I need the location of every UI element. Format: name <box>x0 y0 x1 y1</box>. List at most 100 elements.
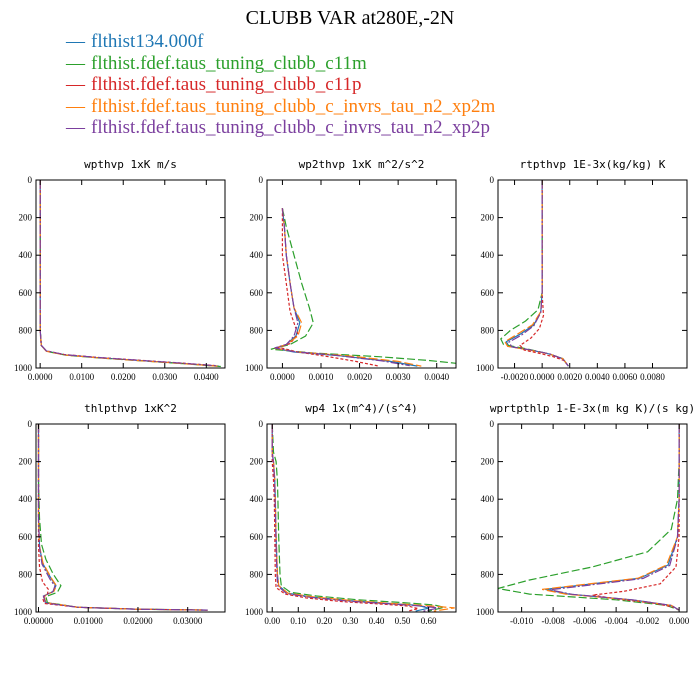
y-tick-label: 600 <box>19 288 33 298</box>
x-tick-label: 0.20 <box>316 616 332 626</box>
series-line <box>519 180 569 367</box>
y-tick-label: 600 <box>481 288 495 298</box>
x-tick-label: 0.30 <box>343 616 359 626</box>
series-line <box>508 180 569 367</box>
legend: — flthist134.000f — flthist.fdef.taus_tuni… <box>66 31 495 139</box>
plot-frame <box>266 423 457 613</box>
y-tick-label: 0 <box>28 175 33 185</box>
x-tick-label: -0.004 <box>605 616 629 626</box>
series-line <box>274 208 410 367</box>
y-tick-label: 600 <box>481 532 495 542</box>
y-tick-label: 200 <box>250 457 264 467</box>
y-tick-label: 0 <box>490 175 495 185</box>
x-tick-label: 0.0100 <box>69 372 94 382</box>
series-line <box>274 208 422 367</box>
series-line <box>37 424 208 611</box>
x-tick-label: 0.00000 <box>24 616 54 626</box>
y-tick-label: 400 <box>19 494 33 504</box>
x-tick-label: 0.40 <box>369 616 385 626</box>
series-line <box>272 208 418 367</box>
series-line <box>39 180 220 367</box>
series-line <box>276 208 380 367</box>
y-tick-label: 1000 <box>14 363 33 373</box>
panel-title: wp4 1x(m^4)/(s^4) <box>305 402 418 415</box>
x-tick-label: 0.02000 <box>123 616 153 626</box>
series-line <box>497 424 680 611</box>
y-tick-label: 1000 <box>476 363 495 373</box>
y-tick-label: 400 <box>481 250 495 260</box>
legend-item: — flthist.fdef.taus_tuning_clubb_c11p <box>66 74 495 96</box>
x-tick-label: 0.0010 <box>309 372 334 382</box>
plot-frame <box>497 179 688 369</box>
x-tick-label: 0.0060 <box>613 372 638 382</box>
legend-label: flthist.fdef.taus_tuning_clubb_c11m <box>91 52 367 74</box>
x-tick-label: 0.0000 <box>28 372 53 382</box>
y-tick-label: 400 <box>19 250 33 260</box>
x-tick-label: 0.10 <box>290 616 306 626</box>
legend-dash: — <box>66 117 85 138</box>
panel-title: wpthvp 1xK m/s <box>84 158 177 171</box>
y-tick-label: 400 <box>481 494 495 504</box>
y-tick-label: 200 <box>481 213 495 223</box>
x-tick-label: -0.002 <box>636 616 659 626</box>
y-tick-label: 400 <box>250 250 264 260</box>
panel-title: wp2thvp 1xK m^2/s^2 <box>299 158 425 171</box>
y-tick-label: 800 <box>250 325 264 335</box>
y-tick-label: 1000 <box>14 607 33 617</box>
legend-dash: — <box>66 31 85 52</box>
x-tick-label: 0.0200 <box>111 372 136 382</box>
legend-label: flthist.fdef.taus_tuning_clubb_c_invrs_t… <box>91 117 490 138</box>
y-tick-label: 200 <box>250 213 264 223</box>
x-tick-label: 0.0000 <box>270 372 295 382</box>
plot-frame <box>266 179 457 369</box>
legend-dash: — <box>66 52 85 74</box>
series-line <box>271 423 445 612</box>
x-tick-label: 0.01000 <box>74 616 104 626</box>
y-tick-label: 800 <box>481 325 495 335</box>
y-tick-label: 1000 <box>476 607 495 617</box>
x-tick-label: 0.00 <box>264 616 280 626</box>
legend-label: flthist134.000f <box>91 31 204 52</box>
series-line <box>37 424 208 611</box>
y-tick-label: 200 <box>19 213 33 223</box>
series-line <box>37 424 208 611</box>
legend-item: — flthist.fdef.taus_tuning_clubb_c11m <box>66 53 495 75</box>
x-tick-label: 0.0300 <box>152 372 177 382</box>
legend-item: — flthist134.000f <box>66 31 495 53</box>
x-tick-label: 0.0020 <box>557 372 582 382</box>
series-line <box>271 424 455 612</box>
x-tick-label: 0.0040 <box>424 372 449 382</box>
y-tick-label: 600 <box>250 288 264 298</box>
y-tick-label: 0 <box>259 175 264 185</box>
legend-item: — flthist.fdef.taus_tuning_clubb_c_invrs_… <box>66 96 495 118</box>
y-tick-label: 600 <box>250 532 264 542</box>
panel-title: wprtpthlp 1-E-3x(m kg K)/(s kg) <box>490 402 695 415</box>
x-tick-label: 0.03000 <box>173 616 203 626</box>
y-tick-label: 0 <box>259 419 264 429</box>
series-line <box>37 424 208 611</box>
series-line <box>271 424 419 612</box>
x-tick-label: 0.0000 <box>530 372 555 382</box>
plot-frame <box>497 423 688 613</box>
x-tick-label: 0.50 <box>395 616 411 626</box>
x-tick-label: 0.0400 <box>194 372 219 382</box>
series-line <box>504 180 569 367</box>
y-tick-label: 0 <box>490 419 495 429</box>
y-tick-label: 800 <box>481 569 495 579</box>
panel-title: rtpthvp 1E-3x(kg/kg) K <box>520 158 666 171</box>
legend-label: flthist.fdef.taus_tuning_clubb_c11p <box>91 74 362 95</box>
series-line <box>39 180 218 367</box>
series-line <box>270 208 457 364</box>
plot-frame <box>35 179 226 369</box>
plot-frame <box>35 423 226 613</box>
series-line <box>39 180 217 367</box>
y-tick-label: 800 <box>19 325 33 335</box>
x-tick-label: 0.60 <box>421 616 437 626</box>
panel-title: thlpthvp 1xK^2 <box>84 402 177 415</box>
x-tick-label: -0.010 <box>510 616 534 626</box>
x-tick-label: 0.000 <box>669 616 690 626</box>
series-line <box>271 424 429 612</box>
series-line <box>271 424 440 612</box>
figure-title: CLUBB VAR at280E,-2N <box>245 7 455 29</box>
